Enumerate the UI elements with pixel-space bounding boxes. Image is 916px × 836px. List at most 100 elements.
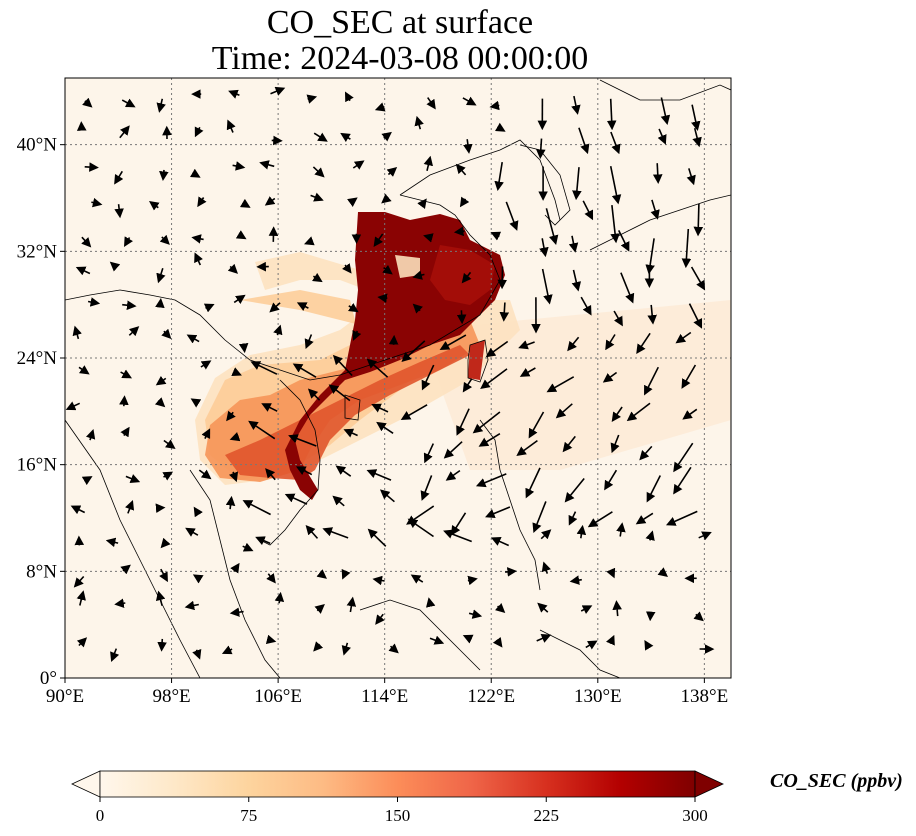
wind-arrow: [439, 334, 467, 350]
wind-arrow: [555, 403, 573, 419]
wind-arrow: [372, 575, 385, 586]
wind-arrow: [443, 441, 463, 459]
lat-tick-label: 0°: [40, 668, 57, 689]
wind-arrow: [698, 531, 712, 541]
colorbar-ticks: 0 75 150 225 300: [96, 797, 708, 825]
coastline-taiwan: [467, 339, 489, 383]
wind-arrow: [194, 252, 203, 266]
wind-arrow: [606, 567, 616, 579]
lat-tick-label: 16°N: [17, 455, 58, 476]
wind-arrow: [545, 208, 559, 245]
wind-arrow: [407, 518, 434, 538]
wind-arrow: [87, 297, 101, 307]
wind-arrow: [128, 326, 140, 337]
wind-arrow: [541, 268, 553, 305]
wind-arrow: [459, 196, 470, 208]
wind-arrow: [490, 537, 510, 547]
wind-arrow: [121, 98, 136, 108]
wind-arrow: [259, 160, 275, 170]
wind-arrow: [494, 161, 504, 192]
wind-arrow: [691, 104, 701, 132]
wind-arrow: [660, 97, 671, 126]
wind-arrow: [462, 378, 473, 393]
wind-arrow: [148, 201, 160, 211]
wind-arrow: [489, 100, 500, 111]
wind-arrow: [688, 303, 703, 329]
wind-arrow: [613, 310, 623, 327]
wind-arrow: [119, 125, 130, 139]
wind-arrow: [602, 371, 618, 383]
wind-arrow: [229, 432, 241, 442]
lat-tick-label: 32°N: [17, 241, 58, 262]
wind-arrow: [645, 530, 655, 541]
wind-arrow: [120, 369, 133, 379]
wind-arrow: [228, 89, 240, 99]
wind-arrow: [568, 235, 579, 253]
wind-arrow: [288, 434, 317, 447]
colorbar-tick-label: 0: [96, 806, 105, 825]
wind-arrow: [636, 332, 651, 355]
coastline-bay-bengal: [65, 419, 201, 678]
wind-arrow: [425, 597, 436, 608]
wind-arrow: [159, 169, 169, 181]
wind-arrow: [606, 98, 617, 131]
wind-arrow: [367, 528, 387, 547]
wind-arrow: [114, 598, 126, 608]
wind-arrow: [226, 119, 236, 133]
wind-arrow: [417, 198, 427, 209]
colorbar-tick-label: 150: [385, 806, 411, 825]
wind-arrow: [536, 634, 552, 643]
wind-arrow: [310, 192, 324, 202]
wind-arrow: [316, 569, 328, 579]
wind-arrow: [572, 167, 582, 201]
wind-arrow: [644, 639, 654, 651]
wind-arrow: [332, 495, 345, 507]
wind-arrow: [266, 573, 276, 584]
plume-red: [225, 345, 470, 480]
wind-arrow: [376, 421, 394, 434]
wind-arrow: [505, 201, 519, 231]
wind-arrow: [576, 524, 587, 539]
colorbar-tick-label: 300: [682, 806, 708, 825]
wind-arrow: [225, 495, 236, 510]
wind-arrow: [645, 238, 655, 275]
wind-arrow: [154, 397, 166, 408]
wind-arrow: [429, 635, 445, 645]
wind-arrow: [159, 568, 168, 583]
lon-tick-label: 90°E: [46, 686, 84, 707]
wind-arrow: [114, 170, 124, 185]
wind-arrow: [255, 536, 271, 546]
wind-arrow: [386, 167, 398, 177]
wind-arrow: [344, 91, 354, 103]
wind-arrow: [155, 298, 165, 309]
wind-arrow: [675, 331, 692, 344]
wind-arrow: [159, 234, 170, 245]
colorbar-tick-label: 225: [534, 806, 560, 825]
map-frame: [64, 77, 732, 679]
wind-arrow: [155, 375, 167, 386]
wind-arrow: [692, 128, 702, 148]
wind-arrow: [421, 364, 435, 391]
wind-arrow: [73, 575, 85, 588]
wind-arrow: [125, 500, 135, 514]
wind-arrow: [123, 236, 133, 247]
wind-arrow: [571, 269, 582, 292]
wind-arrow: [528, 411, 545, 439]
wind-arrow: [184, 600, 199, 611]
wind-arrow: [536, 138, 546, 159]
lon-tick-label: 106°E: [254, 686, 302, 707]
wind-arrow: [373, 233, 384, 248]
wind-arrow: [564, 477, 585, 503]
wind-arrow: [261, 403, 278, 412]
colorbar-gradient: [99, 770, 696, 798]
wind-vectors: [65, 86, 715, 662]
wind-arrow: [157, 638, 167, 652]
wind-arrow: [456, 408, 470, 436]
wind-arrow: [226, 410, 236, 422]
wind-arrow: [400, 404, 428, 420]
wind-arrow: [274, 591, 285, 604]
wind-arrow: [462, 634, 474, 644]
wind-arrow: [414, 115, 424, 130]
wind-arrow: [562, 435, 576, 453]
coastline-malay: [189, 469, 281, 678]
